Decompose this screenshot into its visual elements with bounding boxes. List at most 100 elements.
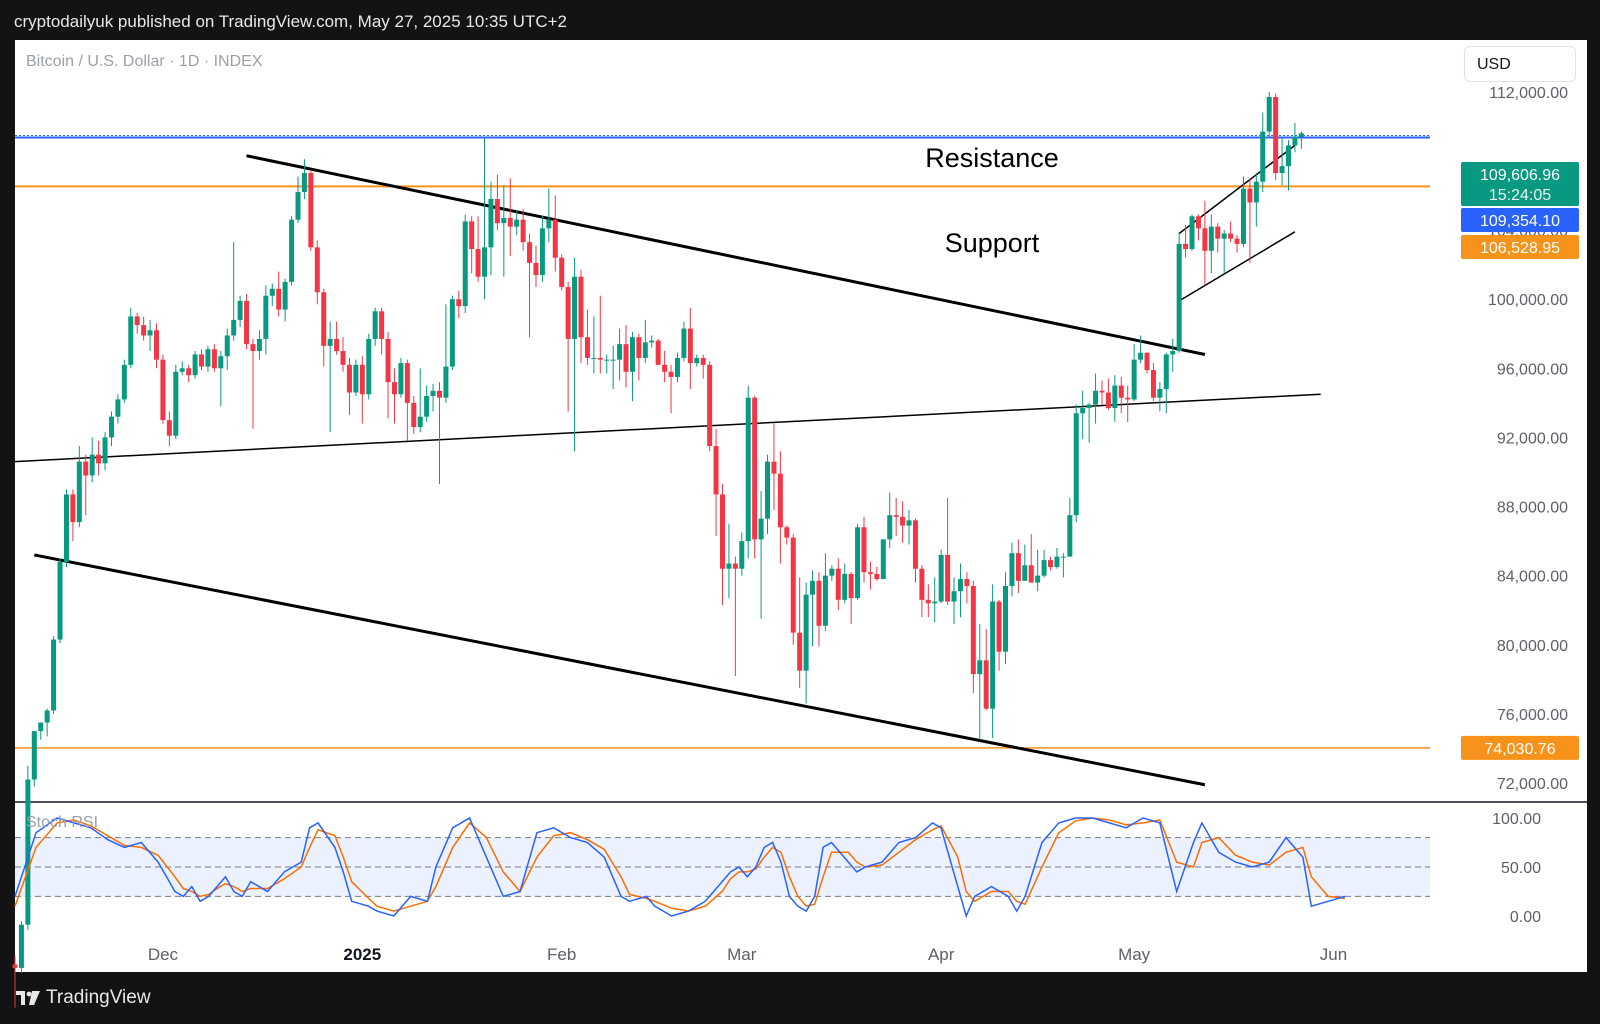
footer-brand[interactable]: TradingView (16, 987, 151, 1009)
candle (314, 240, 320, 305)
candle-body (1266, 97, 1272, 132)
candle-body (417, 416, 423, 428)
candle-body (224, 335, 230, 357)
price-tick-label: 112,000.00 (1489, 85, 1568, 102)
candle-body (385, 338, 391, 383)
candle-body (642, 342, 648, 358)
candle-body (488, 198, 494, 248)
candle-body (321, 292, 327, 346)
candle-body (745, 397, 751, 542)
candle-body (295, 192, 301, 220)
candle (797, 577, 803, 688)
candle (925, 584, 931, 618)
candle-body (694, 357, 700, 364)
candle-body (848, 573, 854, 599)
candle-body (649, 340, 655, 343)
candle-body (970, 586, 976, 675)
candle (462, 214, 468, 314)
candle-body (1028, 565, 1034, 583)
candle (289, 216, 295, 286)
candle-body (945, 554, 951, 602)
candle-body (919, 568, 925, 600)
candle (1260, 112, 1266, 193)
candle-body (539, 228, 545, 275)
candle (372, 307, 378, 346)
candle-body (1228, 233, 1234, 239)
candle (552, 195, 558, 272)
candle-body (501, 217, 507, 224)
candle-body (1086, 404, 1092, 409)
candle (533, 245, 539, 288)
candle-body (134, 316, 140, 326)
candle (1273, 93, 1279, 180)
candle (398, 357, 404, 398)
candle-body (449, 299, 455, 367)
candle (668, 364, 674, 414)
candle (327, 321, 333, 433)
candle (449, 295, 455, 371)
candle-body (1163, 354, 1169, 390)
candle (1048, 556, 1054, 571)
candle (1253, 173, 1259, 227)
candle (1131, 344, 1137, 402)
candle (108, 411, 114, 447)
candle-body (1240, 188, 1246, 244)
candle-body (96, 454, 102, 464)
candle (404, 359, 410, 441)
candle-body (263, 295, 269, 339)
chart-panel[interactable] (15, 40, 1587, 972)
candle (707, 361, 713, 452)
candle (1228, 221, 1234, 243)
candle-body (713, 446, 719, 495)
symbol-title: Bitcoin / U.S. Dollar · 1D · INDEX (26, 53, 263, 70)
candle (102, 432, 108, 471)
candle (186, 364, 192, 383)
candle (983, 629, 989, 711)
candle (501, 185, 507, 277)
candle (810, 570, 816, 647)
candle-body (752, 397, 758, 540)
candle (584, 309, 590, 365)
candle-body (12, 964, 18, 968)
candle (115, 394, 121, 424)
candle (417, 368, 423, 433)
candle (430, 383, 436, 412)
currency-selector[interactable]: USD (1464, 46, 1576, 82)
candle-body (1035, 575, 1041, 583)
candle-body (578, 276, 584, 338)
candle-body (121, 364, 127, 400)
price-tick-label: 100,000.00 (1488, 292, 1568, 309)
lower-channel-line (34, 553, 1206, 787)
candle (887, 492, 893, 548)
candle (38, 722, 44, 740)
candle-body (1221, 233, 1227, 239)
candle-body (205, 349, 211, 367)
candle (128, 307, 134, 369)
candle-body (1247, 188, 1253, 203)
candle-body (391, 382, 397, 395)
candle (205, 345, 211, 372)
candle-body (1054, 556, 1060, 568)
candle-body (816, 580, 822, 626)
candle-body (527, 242, 533, 263)
candle (385, 332, 391, 419)
candle (970, 580, 976, 694)
candle-body (269, 288, 275, 296)
candle (1099, 380, 1105, 405)
candle-body (777, 473, 783, 528)
candle (1144, 352, 1150, 374)
candle (301, 159, 307, 199)
candle (565, 281, 571, 412)
candle (649, 335, 655, 348)
candle-body (346, 364, 352, 393)
candle (51, 636, 57, 714)
candle (790, 534, 796, 645)
price-label-value: 74,030.76 (1484, 741, 1555, 758)
candle (1292, 122, 1298, 153)
candle (674, 352, 680, 383)
candle (1067, 497, 1073, 557)
price-label-tag: 106,528.95 (1461, 235, 1579, 259)
price-tick-label: 80,000.00 (1497, 638, 1568, 655)
candle (321, 288, 327, 367)
